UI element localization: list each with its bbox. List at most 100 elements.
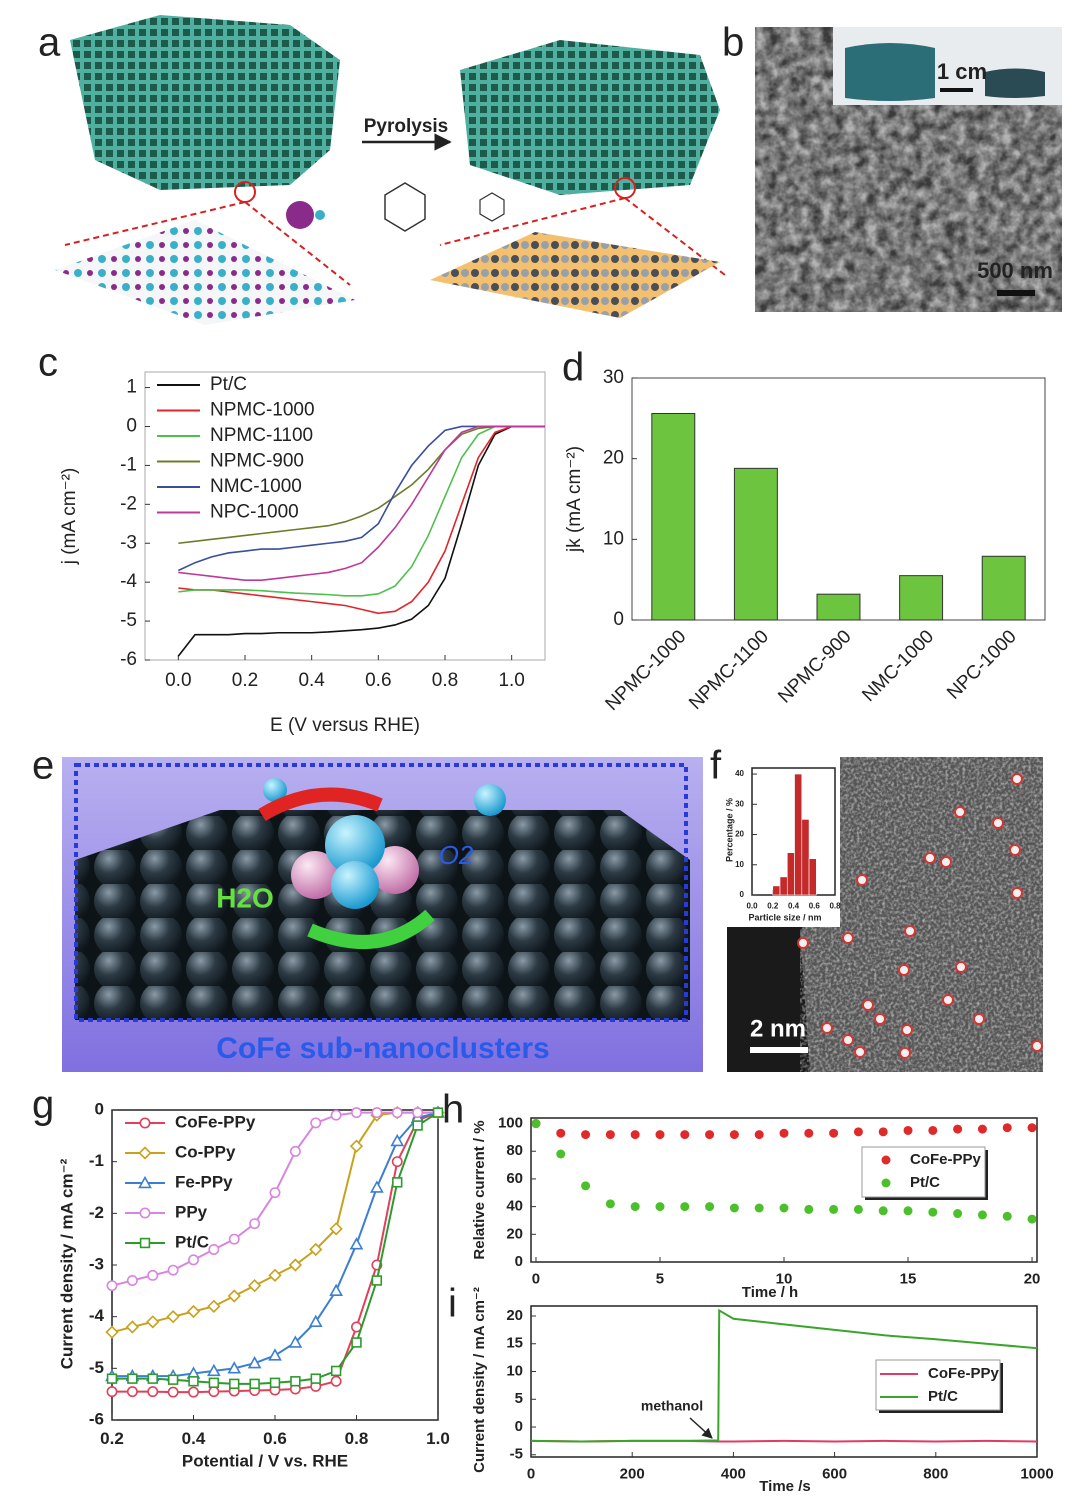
bar [733,467,778,621]
marker [953,1124,963,1134]
x-tick-label: 0.4 [788,901,800,910]
panel-label: d [562,346,584,390]
legend-label: Pt/C [928,1388,958,1405]
plot-frame [144,371,546,661]
y-axis-label: Percentage / % [724,798,734,862]
monolith [985,68,1045,98]
x-tick-label: NPMC-900 [774,626,855,707]
x-axis-label: Potential / V vs. RHE [182,1451,348,1470]
x-tick-label: 15 [900,1270,917,1287]
panel-label: g [32,1083,54,1127]
series-line [178,425,545,545]
marker [903,1125,913,1135]
frame [74,763,688,1022]
x-tick-label: 0.6 [365,670,391,691]
legend-label: PPy [175,1202,208,1221]
marker [705,1130,715,1140]
bar [779,876,788,896]
x-tick-label: 0.6 [263,1429,287,1448]
y-tick-label: -6 [89,1409,104,1428]
y-tick-label: 100 [498,1115,523,1132]
x-axis-label: Particle size / nm [748,912,821,922]
legend-box [861,1146,986,1198]
x-tick-label: 200 [620,1465,645,1482]
cluster [955,961,967,973]
marker [227,1361,242,1374]
marker [655,1130,665,1140]
y-tick-label: 0 [515,1418,523,1435]
stem-texture [800,757,1043,1072]
marker [227,1289,241,1303]
y-tick-label: 30 [735,799,744,808]
bar [651,412,696,621]
marker [330,1375,342,1387]
cluster [899,1047,911,1059]
bar [816,593,861,621]
marker [288,1258,303,1272]
y-tick-label: -4 [89,1306,105,1325]
marker [729,1130,739,1140]
marker [106,1386,118,1398]
y-axis-label: jk (mA cm⁻²) [564,446,585,553]
marker [370,1180,384,1193]
marker [188,1254,199,1266]
cluster [797,937,809,949]
y-tick-label: 40 [506,1198,523,1215]
marker [188,1386,199,1398]
arrow-label: Pyrolysis [364,116,449,137]
bar [808,858,817,896]
marker [432,1107,444,1118]
marker [630,1130,640,1140]
y-axis-label: Relative current / % [471,1120,488,1259]
marker [581,1181,591,1191]
monolith [845,43,935,101]
precursor-sheet [55,220,355,325]
scale-bar [940,88,973,92]
atom [331,861,379,909]
marker [878,1127,888,1137]
marker [928,1207,938,1217]
panel-b [755,27,1062,312]
x-tick-label: 0.8 [829,901,841,910]
cluster [1011,773,1023,785]
carbon-sheet [430,232,720,318]
y-axis-label: Current density / mA cm⁻² [471,1287,488,1473]
substrate [75,810,690,1020]
x-tick-label: 0.2 [767,901,779,910]
marker [249,1378,260,1390]
y-tick-label: 0 [515,1253,523,1270]
cluster [862,999,874,1011]
marker [829,1128,839,1138]
marker [330,1365,342,1377]
y-tick-label: 80 [506,1142,523,1159]
marker [147,1373,158,1384]
marker [1002,1123,1012,1133]
x-tick-label: 0.2 [232,670,258,691]
framework-after [460,40,720,195]
marker [329,1283,343,1297]
legend-label: Pt/C [910,1174,940,1191]
marker [207,1363,221,1377]
cluster [842,1034,854,1046]
y-tick-label: 15 [506,1335,523,1352]
marker [977,1210,987,1220]
y-tick-label: 20 [506,1225,523,1242]
panel-label: c [38,341,58,385]
y-tick-label: 40 [735,769,744,778]
metal-complex [315,210,325,220]
marker [804,1204,814,1214]
legend-label: NMC-1000 [210,476,302,497]
marker [853,1204,863,1214]
y-tick-label: 10 [735,860,744,869]
marker [878,1206,888,1216]
marker [268,1268,282,1282]
y-tick-label: 1 [126,377,137,398]
legend-label: CoFe-PPy [910,1151,982,1168]
x-tick-label: 0.6 [809,901,821,910]
cluster [924,852,936,864]
bar [801,819,810,896]
x-tick-label: 1.0 [498,670,524,691]
y-tick-label: -4 [120,571,137,592]
x-axis-label: E (V versus RHE) [270,715,420,736]
